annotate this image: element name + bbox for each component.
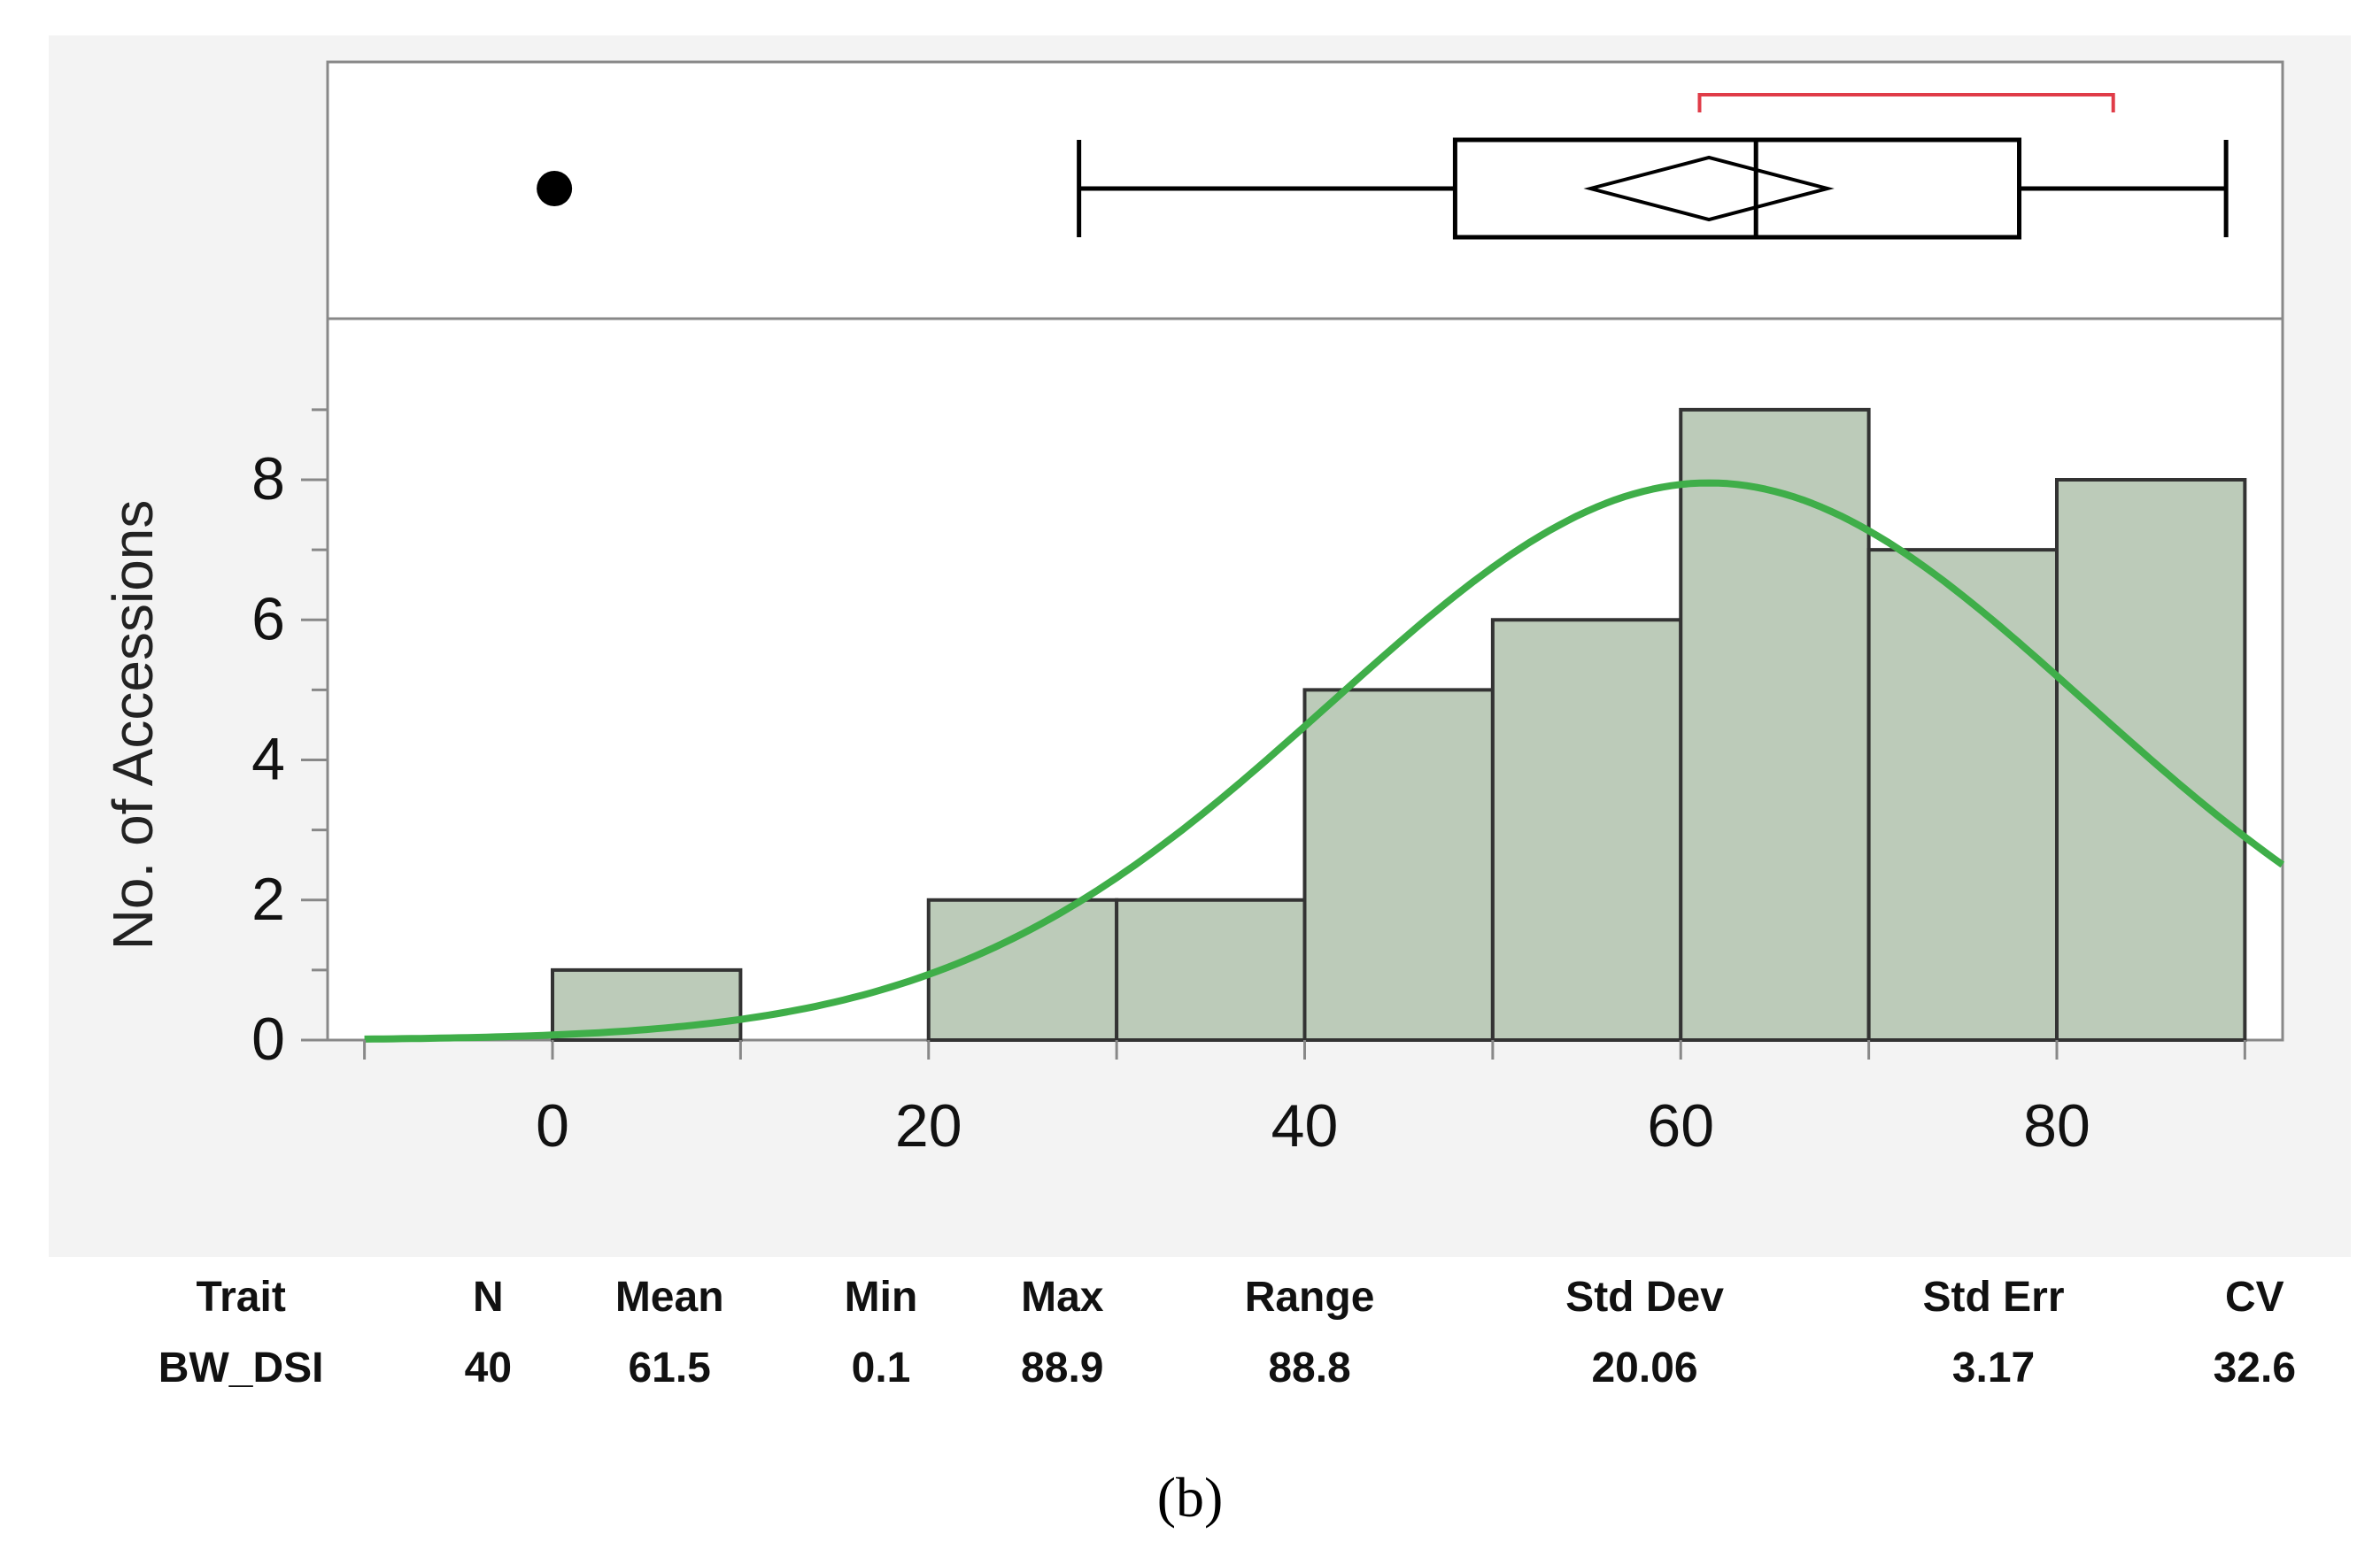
value-trait: BW_DSI	[158, 1344, 324, 1391]
histogram-bar	[926, 898, 1119, 1042]
figure-caption: (b)	[1156, 1466, 1224, 1529]
stats-value-row: BW_DSI 40 61.5 0.1 88.9 88.8 20.06 3.17 …	[49, 1332, 2351, 1403]
statistics-table: Trait N Mean Min Max Range Std Dev Std E…	[49, 1261, 2351, 1403]
x-tick-label: 0	[536, 1092, 569, 1160]
header-n: N	[473, 1273, 504, 1321]
histogram-bar	[1679, 407, 1871, 1042]
histogram-bar	[1866, 548, 2059, 1042]
histogram-bar	[1115, 898, 1307, 1042]
histogram-bar	[1302, 688, 1495, 1042]
y-tick-label: 2	[251, 866, 285, 933]
header-max: Max	[1021, 1273, 1104, 1321]
x-tick-label: 20	[895, 1092, 962, 1160]
x-tick-label: 40	[1271, 1092, 1339, 1160]
value-cv: 32.6	[2213, 1344, 2297, 1391]
y-tick-label: 0	[251, 1006, 285, 1073]
iqr-box	[1452, 137, 2022, 240]
x-tick-label: 80	[2023, 1092, 2090, 1160]
header-mean: Mean	[614, 1273, 724, 1321]
value-min: 0.1	[851, 1344, 911, 1391]
value-n: 40	[464, 1344, 513, 1391]
value-std-dev: 20.06	[1591, 1344, 1698, 1391]
header-std-err: Std Err	[1922, 1273, 2065, 1321]
shortest-half-bracket	[1697, 93, 2115, 112]
header-range: Range	[1244, 1273, 1375, 1321]
value-mean: 61.5	[628, 1344, 711, 1391]
header-cv: CV	[2224, 1273, 2284, 1321]
y-axis-label: No. of Accessions	[101, 500, 165, 951]
value-max: 88.9	[1021, 1344, 1104, 1391]
mean-diamond	[1583, 155, 1835, 222]
y-tick-label: 8	[251, 445, 285, 513]
histogram-bar	[1490, 618, 1683, 1042]
header-trait: Trait	[196, 1273, 286, 1321]
y-tick-label: 6	[251, 585, 285, 652]
value-range: 88.8	[1268, 1344, 1351, 1391]
stats-header-row: Trait N Mean Min Max Range Std Dev Std E…	[49, 1261, 2351, 1332]
header-std-dev: Std Dev	[1565, 1273, 1724, 1321]
y-tick-label: 4	[251, 726, 285, 793]
value-std-err: 3.17	[1951, 1344, 2036, 1391]
normal-density-curve	[364, 479, 2285, 1043]
x-tick-label: 60	[1647, 1092, 1714, 1160]
outlier-point	[537, 171, 573, 206]
header-min: Min	[844, 1273, 918, 1321]
